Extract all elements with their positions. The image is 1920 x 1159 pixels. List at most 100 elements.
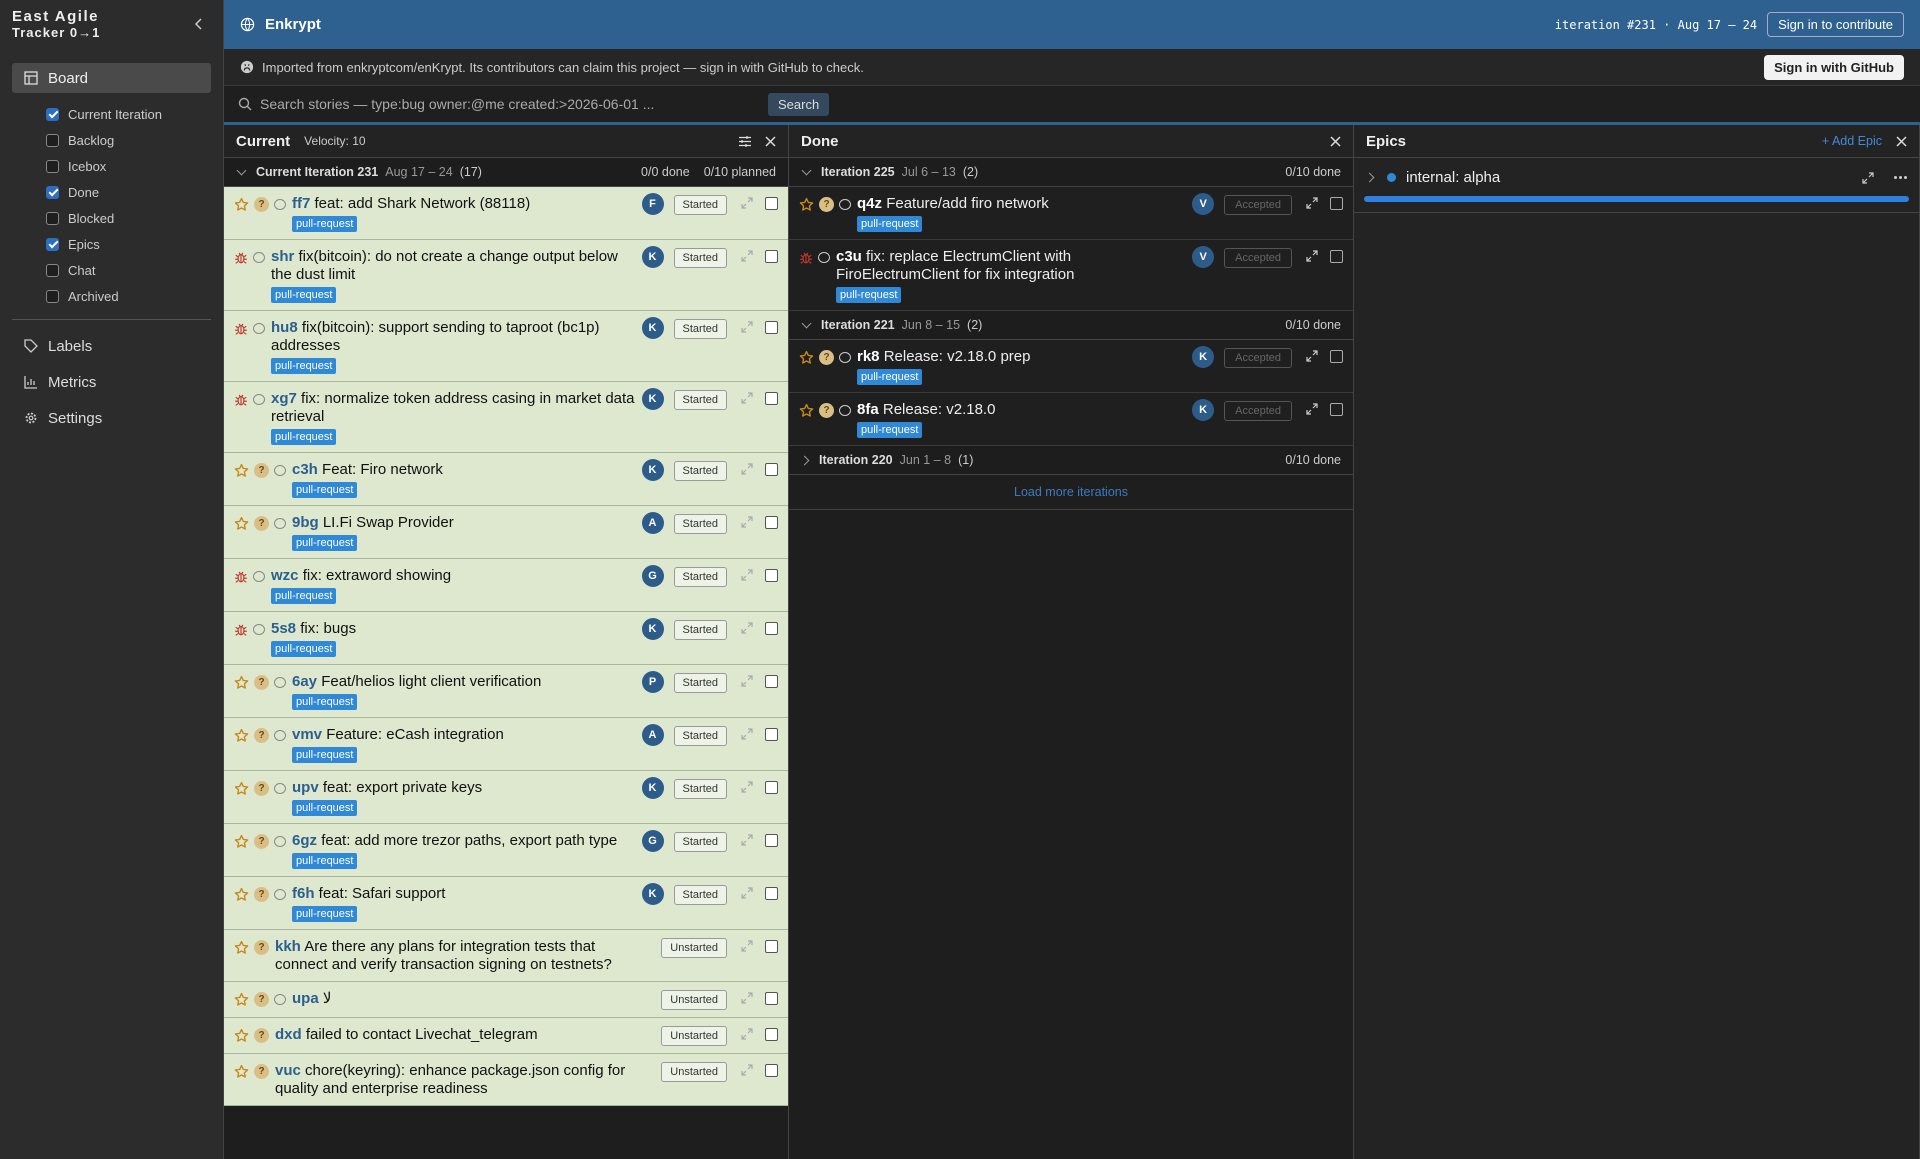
select-checkbox[interactable] <box>765 250 778 263</box>
select-checkbox[interactable] <box>1330 403 1343 416</box>
expand-icon[interactable] <box>1306 250 1318 262</box>
story-row[interactable]: ? upa لا Unstarted <box>224 982 788 1018</box>
story-row[interactable]: ? f6h feat: Safari support pull-request K St… <box>224 877 788 930</box>
checkbox[interactable] <box>46 185 59 199</box>
state-button[interactable]: Unstarted <box>661 1026 727 1046</box>
state-button[interactable]: Accepted <box>1224 401 1292 421</box>
expand-icon[interactable] <box>1306 350 1318 362</box>
checkbox[interactable] <box>46 211 59 225</box>
select-checkbox[interactable] <box>765 1028 778 1041</box>
select-checkbox[interactable] <box>1330 350 1343 363</box>
select-checkbox[interactable] <box>765 834 778 847</box>
panel-toggle[interactable]: Chat <box>12 257 211 283</box>
state-button[interactable]: Unstarted <box>661 1062 727 1082</box>
panel-toggle[interactable]: Backlog <box>12 127 211 153</box>
nav-link[interactable]: Settings <box>12 400 211 436</box>
nav-link[interactable]: Labels <box>12 328 211 364</box>
more-menu[interactable] <box>1894 175 1907 179</box>
story-row[interactable]: ? 9bg LI.Fi Swap Provider pull-request A Sta… <box>224 506 788 559</box>
state-button[interactable]: Accepted <box>1224 195 1292 215</box>
state-button[interactable]: Started <box>673 885 727 905</box>
expand-icon[interactable] <box>741 516 753 528</box>
story-row[interactable]: shr fix(bitcoin): do not create a change… <box>224 240 788 311</box>
story-row[interactable]: ? dxd failed to contact Livechat_telegram… <box>224 1018 788 1054</box>
state-button[interactable]: Started <box>673 319 727 339</box>
select-checkbox[interactable] <box>1330 197 1343 210</box>
expand-icon[interactable] <box>741 321 753 333</box>
state-button[interactable]: Unstarted <box>661 990 727 1010</box>
story-row[interactable]: ? vmv Feature: eCash integration pull-requ… <box>224 718 788 771</box>
panel-toggle[interactable]: Done <box>12 179 211 205</box>
expand-icon[interactable] <box>1306 403 1318 415</box>
state-button[interactable]: Started <box>673 461 727 481</box>
expand-icon[interactable] <box>741 781 753 793</box>
select-checkbox[interactable] <box>765 887 778 900</box>
story-row[interactable]: hu8 fix(bitcoin): support sending to tap… <box>224 311 788 382</box>
state-button[interactable]: Accepted <box>1224 348 1292 368</box>
story-row[interactable]: ? 6ay Feat/helios light client verificati… <box>224 665 788 718</box>
board-nav[interactable]: Board <box>12 63 211 93</box>
select-checkbox[interactable] <box>765 940 778 953</box>
expand-icon[interactable] <box>741 463 753 475</box>
story-row[interactable]: ? 8fa Release: v2.18.0 pull-request K Accept… <box>789 393 1353 446</box>
select-checkbox[interactable] <box>765 622 778 635</box>
iteration-header[interactable]: Current Iteration 231 Aug 17 – 24 (17) 0/0 … <box>224 158 788 187</box>
story-row[interactable]: ? ff7 feat: add Shark Network (88118) pull… <box>224 187 788 240</box>
select-checkbox[interactable] <box>765 781 778 794</box>
iteration-header[interactable]: Iteration 220 Jun 1 – 8 (1) 0/10 done <box>789 446 1353 475</box>
nav-link[interactable]: Metrics <box>12 364 211 400</box>
select-checkbox[interactable] <box>765 569 778 582</box>
state-button[interactable]: Started <box>673 673 727 693</box>
select-checkbox[interactable] <box>765 392 778 405</box>
select-checkbox[interactable] <box>765 463 778 476</box>
search-input[interactable]: Search stories — type:bug owner:@me crea… <box>260 96 655 112</box>
state-button[interactable]: Started <box>673 248 727 268</box>
state-button[interactable]: Started <box>673 726 727 746</box>
checkbox[interactable] <box>46 263 59 277</box>
expand-icon[interactable] <box>1306 197 1318 209</box>
state-button[interactable]: Started <box>673 514 727 534</box>
checkbox[interactable] <box>46 159 59 173</box>
story-row[interactable]: ? upv feat: export private keys pull-reque… <box>224 771 788 824</box>
expand-icon[interactable] <box>741 992 753 1004</box>
panel-toggle[interactable]: Blocked <box>12 205 211 231</box>
select-checkbox[interactable] <box>765 992 778 1005</box>
story-row[interactable]: ? vuc chore(keyring): enhance package.jso… <box>224 1054 788 1106</box>
story-row[interactable]: ? c3h Feat: Firo network pull-request K Star… <box>224 453 788 506</box>
panel-toggle[interactable]: Current Iteration <box>12 101 211 127</box>
collapse-icon[interactable] <box>194 18 204 30</box>
expand-icon[interactable] <box>741 1064 753 1076</box>
add-epic[interactable]: + Add Epic <box>1821 134 1882 148</box>
panel-toggle[interactable]: Icebox <box>12 153 211 179</box>
expand-icon[interactable] <box>741 1028 753 1040</box>
expand-icon[interactable] <box>741 887 753 899</box>
iteration-header[interactable]: Iteration 221 Jun 8 – 15 (2) 0/10 done <box>789 311 1353 340</box>
state-button[interactable]: Accepted <box>1224 248 1292 268</box>
load-more[interactable]: Load more iterations <box>789 475 1353 510</box>
story-row[interactable]: 5s8 fix: bugs pull-request K Started <box>224 612 788 665</box>
expand-icon[interactable] <box>741 569 753 581</box>
expand-icon[interactable] <box>741 675 753 687</box>
story-row[interactable]: ? kkh Are there any plans for integration… <box>224 930 788 982</box>
expand-icon[interactable] <box>741 940 753 952</box>
story-row[interactable]: wzc fix: extraword showing pull-request G S… <box>224 559 788 612</box>
story-row[interactable]: ? 6gz feat: add more trezor paths, export… <box>224 824 788 877</box>
state-button[interactable]: Started <box>673 620 727 640</box>
expand-icon[interactable] <box>741 834 753 846</box>
state-button[interactable]: Started <box>673 832 727 852</box>
expand-icon[interactable] <box>741 728 753 740</box>
github-button[interactable]: Sign in with GitHub <box>1764 54 1904 80</box>
select-checkbox[interactable] <box>765 197 778 210</box>
state-button[interactable]: Started <box>673 195 727 215</box>
select-checkbox[interactable] <box>765 321 778 334</box>
epic-row[interactable]: internal: alpha <box>1354 158 1919 196</box>
search-button[interactable]: Search <box>768 92 830 116</box>
signin-button[interactable]: Sign in to contribute <box>1767 12 1904 37</box>
select-checkbox[interactable] <box>765 1064 778 1077</box>
state-button[interactable]: Started <box>673 567 727 587</box>
select-checkbox[interactable] <box>765 516 778 529</box>
state-button[interactable]: Unstarted <box>661 938 727 958</box>
checkbox[interactable] <box>46 133 59 147</box>
checkbox[interactable] <box>46 289 59 303</box>
story-row[interactable]: ? rk8 Release: v2.18.0 prep pull-request K A… <box>789 340 1353 393</box>
